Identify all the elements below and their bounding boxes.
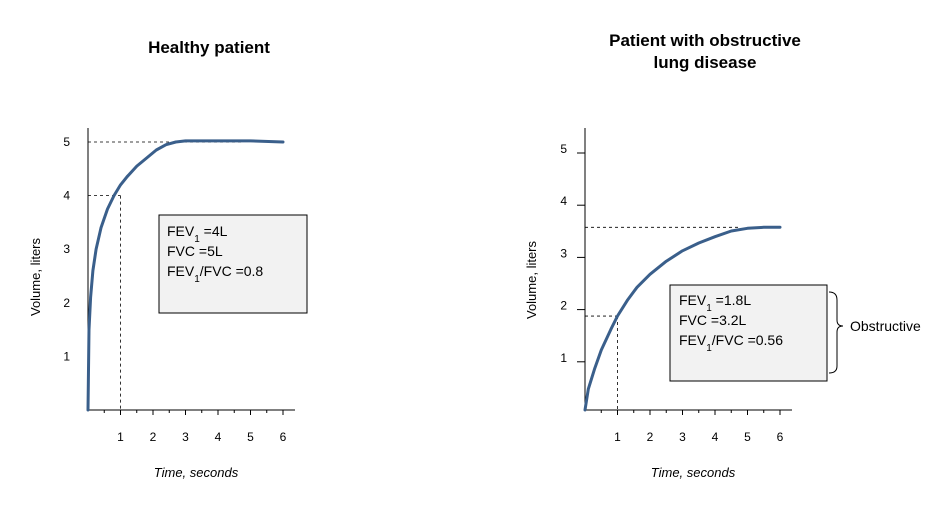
obstructive-y-axis-label: Volume, liters [524, 240, 539, 319]
obstructive-curve-group [583, 225, 782, 412]
healthy-results-line-1: FEV1 =4L [167, 223, 228, 245]
healthy-results-box-frame [158, 214, 308, 314]
healthy-x-tick-label-1: 1 [117, 430, 124, 444]
obstructive-x-tick-label-3: 3 [679, 430, 686, 444]
obstructive-brace [828, 291, 844, 374]
healthy-y-tick-label-5: 5 [63, 135, 70, 149]
healthy-y-axis-label-group: Volume, liters [28, 237, 43, 316]
healthy-reference-lines [88, 141, 244, 410]
obstructive-y-axis-label-group: Volume, liters [524, 240, 539, 319]
obstructive-reference-lines [585, 226, 741, 410]
healthy-x-axis-label: Time, seconds [154, 465, 239, 480]
healthy-x-tick-label-6: 6 [280, 430, 287, 444]
obstructive-title-line-2: lung disease [654, 53, 757, 72]
obstructive-x-tick-label-4: 4 [712, 430, 719, 444]
healthy-y-tick-label-3: 3 [63, 242, 70, 256]
obstructive-ticks: 1 2 3 4 5 6 1 2 3 4 5 [560, 142, 783, 444]
healthy-volume-curve [86, 139, 285, 412]
healthy-panel: Healthy patient Volume, liters Time, sec… [28, 38, 308, 480]
obstructive-results-box-frame [669, 284, 828, 382]
obstructive-x-tick-label-2: 2 [647, 430, 654, 444]
obstructive-y-tick-label-4: 4 [560, 194, 567, 208]
healthy-title: Healthy patient [148, 38, 270, 57]
obstructive-annotation: Obstructive [850, 318, 921, 334]
obstructive-y-tick-label-3: 3 [560, 246, 567, 260]
healthy-ticks: 1 2 3 4 5 6 1 2 3 4 5 [63, 135, 286, 444]
obstructive-y-tick-label-2: 2 [560, 299, 567, 313]
healthy-y-tick-label-4: 4 [63, 189, 70, 203]
obstructive-results-line-3: FEV1/FVC =0.56 [679, 332, 783, 354]
obstructive-x-tick-label-5: 5 [744, 430, 751, 444]
healthy-x-tick-label-2: 2 [150, 430, 157, 444]
healthy-results-line-3: FEV1/FVC =0.8 [167, 263, 263, 285]
obstructive-y-tick-label-5: 5 [560, 142, 567, 156]
healthy-x-tick-label-5: 5 [247, 430, 254, 444]
obstructive-x-tick-label-6: 6 [777, 430, 784, 444]
healthy-results-line-2: FVC =5L [167, 243, 223, 259]
healthy-y-tick-label-1: 1 [63, 349, 70, 363]
obstructive-results-line-2: FVC =3.2L [679, 312, 747, 328]
obstructive-y-tick-label-1: 1 [560, 351, 567, 365]
obstructive-title-line-1: Patient with obstructive [609, 31, 801, 50]
obstructive-panel: Patient with obstructive lung disease Vo… [524, 31, 921, 480]
obstructive-x-axis-label: Time, seconds [651, 465, 736, 480]
healthy-y-axis-label: Volume, liters [28, 237, 43, 316]
healthy-x-tick-label-4: 4 [215, 430, 222, 444]
obstructive-axes [584, 128, 792, 411]
obstructive-volume-curve [583, 225, 782, 412]
obstructive-results-line-1: FEV1 =1.8L [679, 292, 751, 314]
healthy-curve-group [86, 139, 285, 412]
healthy-x-tick-label-3: 3 [182, 430, 189, 444]
obstructive-x-tick-label-1: 1 [614, 430, 621, 444]
healthy-y-tick-label-2: 2 [63, 296, 70, 310]
